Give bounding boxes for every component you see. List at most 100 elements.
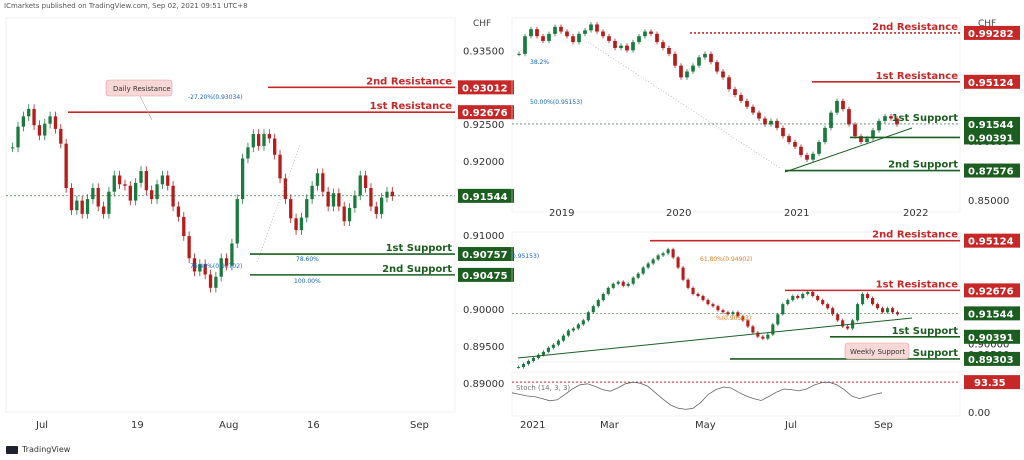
left-candle — [203, 264, 207, 275]
daily-fib-label: 61.80%(0.94902) — [700, 256, 752, 263]
left-candle — [75, 200, 79, 211]
left-y-tick-label: 0.92500 — [463, 120, 504, 131]
daily-2021-candle — [531, 357, 536, 361]
left-candle — [369, 188, 373, 207]
daily-2021-candle — [801, 293, 805, 299]
weekly-level-label: 2nd Resistance — [872, 22, 958, 33]
weekly-candle — [841, 100, 845, 110]
weekly-price-label: 0.91544 — [968, 120, 1014, 131]
daily-2021-candle — [591, 306, 595, 313]
daily-2021-candle — [791, 295, 795, 301]
weekly-candle — [697, 57, 701, 66]
weekly-candle — [631, 42, 635, 51]
left-currency-label: CHF — [473, 19, 491, 29]
weekly-price-box — [964, 25, 1020, 40]
daily-2021-candle — [626, 283, 630, 286]
left-candle — [11, 147, 15, 149]
daily-fib-label: %(0.90593) — [716, 315, 751, 322]
weekly-level-label: 2nd Support — [888, 160, 958, 171]
weekly-candle — [835, 100, 839, 113]
daily-2021-candle — [736, 312, 740, 317]
daily-2021-candle — [696, 293, 700, 296]
left-candle — [85, 199, 90, 214]
left-price-box — [458, 105, 514, 120]
weekly-fib-label: 50.00%(0.95153) — [530, 99, 582, 106]
weekly-candle — [637, 36, 641, 43]
weekly-candle — [889, 116, 893, 119]
weekly-y-tick-label: 0.85000 — [968, 196, 1009, 207]
daily-2021-candle — [556, 340, 560, 345]
daily-2021-candle — [841, 320, 845, 327]
daily-2021-candle — [526, 360, 531, 365]
daily-2021-x-tick-label: 2021 — [520, 420, 545, 431]
weekly-candle — [811, 153, 815, 160]
left-annotation-box — [105, 79, 173, 97]
daily-2021-candle — [861, 293, 865, 305]
left-candle — [390, 191, 394, 197]
daily-2021-candle — [716, 306, 720, 311]
weekly-candle — [583, 30, 587, 34]
daily-2021-level-label: 2nd Support — [888, 348, 958, 359]
weekly-candle — [523, 36, 527, 54]
daily-2021-candle — [631, 277, 635, 284]
daily-2021-candle — [880, 308, 885, 313]
daily-2021-candle — [546, 347, 550, 352]
weekly-candle — [589, 24, 593, 31]
weekly-candle — [733, 89, 737, 96]
left-candle — [299, 217, 304, 231]
weekly-candle — [793, 142, 797, 147]
left-x-tick-label: Sep — [410, 420, 429, 431]
weekly-x-tick-label: 2022 — [903, 208, 928, 219]
daily-2021-candle — [576, 324, 580, 329]
weekly-candle — [769, 120, 773, 125]
weekly-price-box — [964, 116, 1020, 131]
weekly-candle — [709, 53, 713, 63]
footer: TradingView — [6, 445, 70, 454]
left-price-box — [458, 247, 514, 262]
weekly-candle — [577, 33, 581, 43]
left-fib-label: 100.00% — [294, 278, 321, 285]
left-candle — [347, 207, 352, 222]
left-candle — [374, 206, 378, 214]
daily-2021-candle — [616, 281, 620, 284]
left-candle — [21, 116, 26, 127]
left-candle — [240, 158, 245, 200]
left-level-label: 2nd Support — [382, 264, 452, 275]
daily-2021-candle — [651, 259, 655, 264]
weekly-candle — [643, 31, 647, 37]
weekly-candle — [787, 136, 791, 143]
left-x-tick-label: Jul — [35, 420, 48, 431]
left-candle — [107, 191, 111, 214]
daily-2021-candle — [786, 300, 790, 305]
weekly-candle — [865, 138, 869, 143]
left-price-label: 0.90475 — [462, 271, 508, 282]
daily-2021-candle — [856, 304, 860, 321]
left-candle — [53, 116, 58, 129]
weekly-candle — [517, 53, 521, 55]
weekly-level-label: 1st Support — [892, 113, 959, 124]
daily-2021-candle — [876, 304, 880, 309]
left-x-tick-label: 16 — [307, 420, 320, 431]
left-price-label: 0.91544 — [462, 192, 508, 203]
daily-2021-candle — [571, 328, 575, 331]
published-header: ICmarkets published on TradingView.com, … — [4, 2, 248, 10]
left-plot-area — [5, 17, 456, 413]
left-level-label: 1st Resistance — [370, 101, 453, 112]
weekly-candle — [619, 45, 623, 48]
daily-2021-candle — [656, 255, 660, 260]
weekly-candle — [847, 109, 851, 125]
left-candle — [32, 108, 36, 126]
left-candle — [262, 134, 266, 146]
daily-2021-price-box — [964, 283, 1020, 298]
weekly-candle — [781, 127, 785, 137]
left-candle — [353, 195, 357, 208]
weekly-candle — [673, 53, 677, 66]
weekly-candle — [883, 116, 887, 121]
daily-2021-candle — [781, 304, 785, 315]
left-candle — [267, 134, 271, 139]
left-candle — [155, 184, 159, 200]
daily-2021-x-tick-label: Sep — [874, 420, 893, 431]
daily-2021-candle — [771, 324, 775, 335]
left-candle — [337, 193, 341, 207]
weekly-x-tick-label: 2021 — [784, 208, 809, 219]
